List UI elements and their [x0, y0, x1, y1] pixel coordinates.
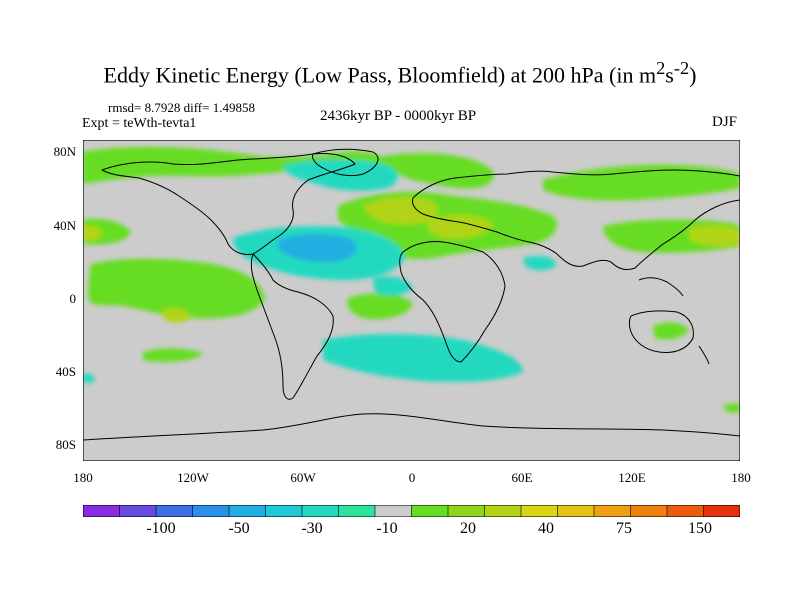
coast-australia [629, 310, 694, 353]
colorbar-label: 150 [688, 520, 712, 537]
lat-label-40s: 40S [55, 364, 76, 379]
map-panel [83, 140, 740, 461]
colorbar-swatch [228, 505, 267, 517]
diff-label: diff= [183, 100, 210, 115]
coast-africa [399, 241, 506, 363]
pos-region-tropical-pacific [88, 258, 265, 319]
colorbar-swatch [192, 505, 230, 517]
lon-label-60w: 60W [290, 470, 316, 485]
pos-region-siberia [543, 164, 740, 201]
colorbar-swatch [666, 505, 705, 517]
rmsd-label: rmsd= [108, 100, 142, 115]
colorbar-swatch [301, 505, 340, 517]
lat-label-80n: 80N [53, 144, 76, 159]
colorbar-swatch [119, 505, 157, 517]
strong-neg-subtropical-atlantic [278, 234, 357, 263]
lat-label-40n: 40N [53, 218, 76, 233]
rmsd-value: 8.7928 [144, 100, 181, 115]
coast-north-america [101, 153, 356, 255]
colorbar-label: 40 [538, 520, 554, 537]
pos-region-s-atlantic [347, 293, 413, 320]
experiment-label: Expt = teWth-tevta1 [82, 116, 197, 131]
chart-title: Eddy Kinetic Energy (Low Pass, Bloomfiel… [0, 58, 800, 88]
neg-region-w-africa [373, 276, 413, 296]
title-text: Eddy Kinetic Energy (Low Pass, Bloomfiel… [103, 62, 657, 88]
pos-region-australia [653, 322, 689, 340]
lat-label-80s: 80S [55, 437, 76, 452]
diff-value: 1.49858 [212, 100, 255, 115]
neg-region-southern-atlantic [323, 334, 523, 382]
lat-label-eq: 0 [69, 291, 77, 306]
pos-region-s-ocean [723, 403, 740, 413]
lon-label-180e: 180 [731, 470, 751, 485]
strong-pos-tropical-pacific [163, 308, 191, 323]
colorbar-swatch [265, 505, 303, 517]
colorbar-label: -30 [301, 520, 323, 537]
title-exponent-1: 2 [656, 58, 666, 78]
neg-region-greenland [283, 159, 399, 191]
stats-line: rmsd= 8.7928 diff= 1.49858 [108, 100, 255, 116]
title-unit-s: s [665, 62, 674, 88]
colorbar-swatch [155, 505, 194, 517]
strong-pos-w-pacific [689, 225, 740, 247]
coast-indonesia [638, 277, 684, 297]
pos-region-n-atlantic [383, 153, 495, 189]
colorbar-swatch [83, 505, 121, 517]
lon-label-0: 0 [408, 470, 416, 485]
strong-pos-dateline [83, 225, 103, 241]
neg-region-s-pacific-edge [83, 373, 95, 384]
strong-pos-mediterranean [427, 215, 493, 239]
pos-region-s-pacific [143, 348, 203, 362]
lon-label-180w: 180 [73, 470, 93, 485]
colorbar-swatch [630, 505, 668, 517]
lon-label-60e: 60E [511, 470, 533, 485]
colorbar-label: 20 [460, 520, 476, 537]
coast-antarctica [83, 413, 740, 441]
title-close: ) [689, 62, 697, 88]
colorbar-swatch [703, 505, 740, 517]
coast-new-zealand [698, 345, 710, 365]
colorbar-swatch [411, 505, 449, 517]
colorbar-label: -100 [146, 520, 176, 537]
title-exponent-2: -2 [673, 58, 690, 78]
coast-eurasia [412, 169, 740, 271]
colorbar-swatch [593, 505, 632, 517]
coast-south-america [250, 253, 334, 400]
colorbar-swatch [447, 505, 486, 517]
season-label: DJF [712, 114, 738, 130]
lon-label-120e: 120E [618, 470, 646, 485]
coastlines [83, 148, 740, 441]
strong-pos-north-atlantic [363, 197, 438, 225]
neg-region-arabian-sea [523, 256, 557, 271]
coast-greenland [312, 148, 379, 177]
colorbar-label: -10 [376, 520, 398, 537]
colorbar [83, 505, 740, 517]
lon-label-120w: 120W [177, 470, 209, 485]
colorbar-swatch [520, 505, 559, 517]
anomaly-fields [83, 146, 740, 413]
colorbar-swatch [374, 505, 413, 517]
time-period: 2436kyr BP - 0000kyr BP [320, 108, 477, 124]
colorbar-label: -50 [228, 520, 250, 537]
colorbar-label: 75 [616, 520, 632, 537]
colorbar-swatch [484, 505, 522, 517]
colorbar-swatch [338, 505, 376, 517]
colorbar-swatch [557, 505, 595, 517]
pos-region-n-pacific [83, 146, 391, 184]
